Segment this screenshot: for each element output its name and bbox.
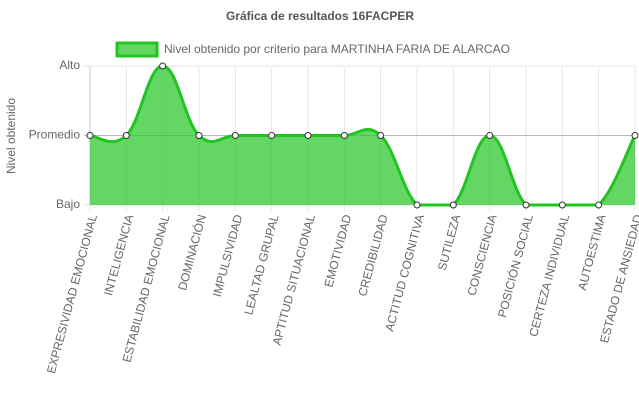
y-tick-label: Bajo	[56, 197, 80, 211]
legend-swatch	[115, 41, 159, 58]
point	[159, 62, 167, 70]
x-tick-label: IMPULSIVIDAD	[210, 213, 246, 299]
point	[231, 132, 239, 139]
point	[268, 132, 276, 139]
x-tick-label: LEALTAD GRUPAL	[241, 213, 281, 317]
point	[195, 132, 203, 139]
point	[340, 132, 348, 139]
legend-label: Nivel obtenido por criterio para MARTINH…	[164, 42, 510, 56]
chart-title: Gráfica de resultados 16FACPER	[226, 9, 414, 23]
point	[86, 132, 94, 139]
x-tick-label: POSICIÓN SOCIAL	[494, 212, 536, 319]
x-tick-label: INTELIGENCIA	[101, 213, 136, 297]
point	[122, 132, 130, 139]
x-tick-label: EXPRESIVIDAD EMOCIONAL	[44, 213, 100, 375]
y-axis-title: Nivel obtenido	[4, 98, 18, 174]
point	[522, 201, 530, 209]
point	[413, 201, 421, 209]
x-tick-label: ACTITUD COGNITIVA	[382, 213, 427, 333]
x-tick-label: DOMINACIÓN	[174, 213, 209, 292]
point	[595, 201, 603, 209]
point	[486, 132, 494, 139]
x-tick-label: AUTOESTIMA	[575, 213, 609, 292]
x-tick-label: SUTILEZA	[435, 213, 463, 272]
y-tick-label: Promedio	[29, 128, 81, 142]
point	[631, 132, 639, 139]
x-tick-label: CREDIBILIDAD	[355, 213, 390, 298]
point	[558, 201, 566, 209]
x-tick-label: EMOTIVIDAD	[321, 213, 354, 289]
x-tick-label: CONSCIENCIA	[465, 213, 500, 297]
point	[377, 132, 385, 139]
point	[449, 201, 457, 209]
point	[304, 132, 312, 139]
line	[89, 64, 637, 207]
area	[90, 66, 635, 205]
y-tick-label: Alto	[59, 58, 80, 72]
x-tick-label: CERTEZA INDIVIDUAL	[526, 213, 572, 338]
